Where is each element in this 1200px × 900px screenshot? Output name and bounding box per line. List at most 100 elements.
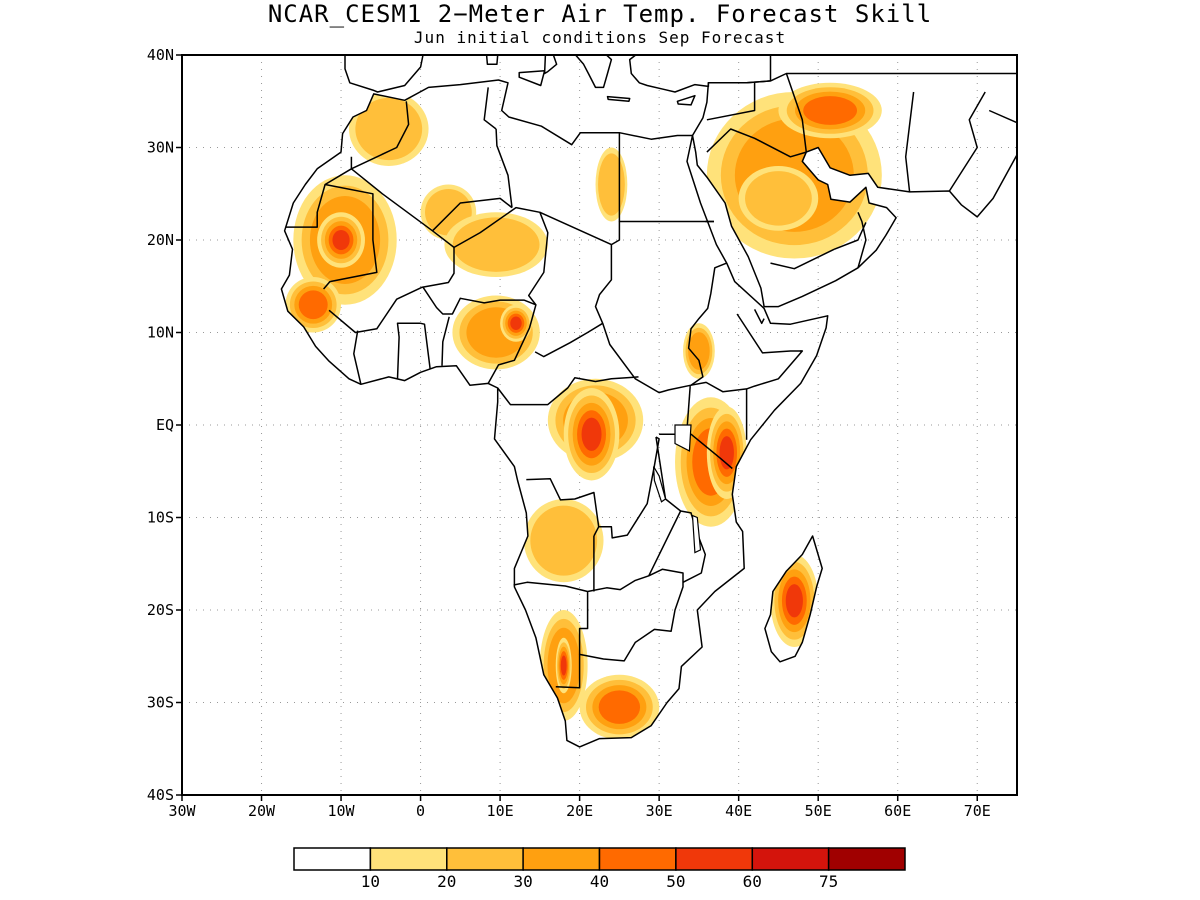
- country-border: [686, 386, 691, 430]
- lat-tick-label: 40S: [147, 786, 174, 804]
- lon-tick-label: 0: [416, 802, 425, 820]
- lon-tick-label: 10E: [487, 802, 514, 820]
- country-border: [497, 376, 639, 406]
- country-border: [753, 309, 765, 325]
- coastline: [606, 95, 631, 103]
- coastline: [691, 72, 1017, 308]
- coastlines: [280, 55, 1017, 748]
- colorbar-label: 10: [361, 872, 380, 891]
- colorbar-box: [827, 847, 906, 871]
- lon-tick-label: 10W: [328, 802, 356, 820]
- country-border: [593, 526, 612, 537]
- coastline: [485, 55, 499, 66]
- skill-blob: [298, 290, 328, 320]
- colorbar-box: [446, 847, 524, 871]
- country-border: [328, 168, 455, 334]
- skill-blob: [803, 96, 858, 125]
- lat-tick-label: 20S: [147, 601, 174, 619]
- lon-tick-label: 30E: [646, 802, 673, 820]
- skill-blob: [530, 505, 598, 576]
- coastline: [764, 535, 823, 663]
- lon-tick-label: 20E: [566, 802, 593, 820]
- colorbar-box: [522, 847, 601, 871]
- country-border: [353, 330, 362, 385]
- country-border: [431, 197, 513, 232]
- coastline: [543, 55, 558, 75]
- skill-blob: [745, 171, 812, 226]
- chart-title: NCAR_CESM1 2−Meter Air Temp. Forecast Sk…: [267, 0, 933, 28]
- country-border: [422, 206, 549, 315]
- coastline: [676, 94, 696, 106]
- colorbar-box: [751, 847, 830, 871]
- country-border: [948, 91, 986, 192]
- country-border: [833, 222, 867, 250]
- country-border: [323, 183, 378, 290]
- country-border: [483, 87, 497, 130]
- lon-tick-label: 60E: [884, 802, 911, 820]
- skill-blob: [332, 230, 350, 250]
- colorbar-label: 75: [819, 872, 838, 891]
- lat-tick-label: 10S: [147, 509, 174, 527]
- country-border: [420, 322, 431, 369]
- skill-blob: [581, 417, 602, 451]
- lake: [674, 424, 692, 452]
- skill-blob: [452, 217, 540, 272]
- coastline: [574, 55, 772, 93]
- lat-tick-label: EQ: [156, 416, 174, 434]
- country-border: [706, 82, 756, 121]
- country-border: [988, 109, 1017, 124]
- coastline: [518, 69, 546, 87]
- lon-tick-label: 30W: [168, 802, 196, 820]
- country-border: [495, 128, 513, 208]
- skill-blob: [355, 97, 423, 161]
- lon-tick-label: 20W: [248, 802, 276, 820]
- colorbar-label: 60: [743, 872, 762, 891]
- country-border: [351, 101, 410, 170]
- country-border: [904, 91, 915, 192]
- country-border: [785, 73, 808, 153]
- colorbar-box: [293, 847, 372, 871]
- country-border: [285, 156, 353, 228]
- colorbar-label: 20: [437, 872, 456, 891]
- skill-blob: [510, 316, 522, 330]
- skill-blob: [688, 332, 710, 370]
- country-border: [487, 304, 537, 384]
- lon-tick-label: 50E: [805, 802, 832, 820]
- country-border: [534, 322, 604, 358]
- skill-blob: [598, 690, 641, 724]
- country-border: [396, 322, 421, 379]
- country-border: [618, 132, 714, 223]
- country-border: [770, 248, 835, 270]
- coastline: [280, 79, 829, 748]
- country-border: [539, 211, 612, 246]
- country-border: [555, 654, 581, 689]
- colorbar-label: 40: [590, 872, 609, 891]
- chart-subtitle: Jun initial conditions Sep Forecast: [413, 28, 787, 47]
- country-border: [441, 316, 450, 366]
- coastline: [344, 55, 425, 93]
- lat-tick-label: 30N: [147, 139, 174, 157]
- country-border: [594, 221, 727, 394]
- lat-tick-label: 30S: [147, 694, 174, 712]
- country-border: [857, 212, 867, 269]
- lon-tick-label: 70E: [964, 802, 991, 820]
- lat-tick-label: 20N: [147, 231, 174, 249]
- colorbar-box: [598, 847, 677, 871]
- colorbar: 10 20 30 40 50 60 75: [293, 847, 906, 891]
- skill-shading: [285, 82, 882, 740]
- country-border: [736, 313, 803, 354]
- colorbar-label: 30: [513, 872, 532, 891]
- country-border: [690, 350, 804, 393]
- lake: [691, 514, 702, 554]
- colorbar-label: 50: [666, 872, 685, 891]
- lat-tick-label: 40N: [147, 46, 174, 64]
- lat-tick-label: 10N: [147, 324, 174, 342]
- skill-blob: [598, 153, 625, 216]
- skill-blob: [785, 584, 803, 618]
- colorbar-box: [675, 847, 754, 871]
- lake: [653, 466, 667, 503]
- country-border: [513, 568, 684, 662]
- country-border: [706, 128, 807, 158]
